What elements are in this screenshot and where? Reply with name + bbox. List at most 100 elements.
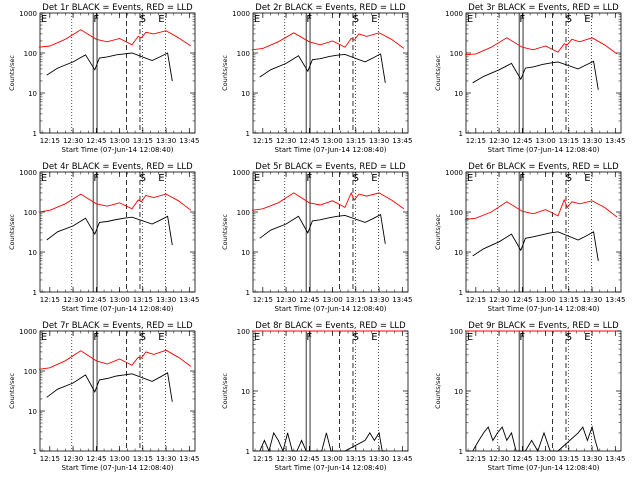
flag-label: E (584, 14, 590, 25)
x-tick-label: 12:45 (86, 137, 106, 145)
detector-panel: Det 4r BLACK = Events, RED = LLD Counts/s… (8, 162, 199, 313)
detector-panel: Det 2r BLACK = Events, RED = LLD Counts/s… (221, 3, 412, 154)
events-series-line (46, 215, 173, 246)
panel-title: Det 6r BLACK = Events, RED = LLD (468, 162, 619, 172)
x-tick-label: 12:45 (299, 137, 319, 145)
y-tick-label: 1 (459, 448, 463, 456)
x-tick-label: 13:15 (559, 137, 579, 145)
x-tick-label: 13:15 (346, 137, 366, 145)
plot-frame (39, 330, 196, 452)
x-tick-label: 13:15 (133, 137, 153, 145)
x-tick-label: 13:30 (156, 137, 176, 145)
x-tick-label: 13:00 (322, 455, 342, 463)
events-series-line (259, 431, 386, 453)
x-tick-label: 13:30 (582, 137, 602, 145)
x-tick-label: 13:45 (392, 296, 412, 304)
flag-label: S (140, 332, 146, 343)
flag-label: E (371, 14, 377, 25)
y-axis-label: Counts/sec (434, 214, 442, 250)
x-tick-label: 12:15 (253, 296, 273, 304)
lld-series-line (464, 37, 618, 56)
y-tick-label: 100 (450, 209, 463, 217)
plot-frame (252, 12, 409, 134)
x-tick-label: 12:45 (299, 455, 319, 463)
flag-label: F (519, 14, 525, 25)
y-axis-label: Counts/sec (8, 373, 16, 409)
panel-title: Det 5r BLACK = Events, RED = LLD (255, 162, 406, 172)
flag-label: E (158, 14, 164, 25)
y-axis-label: Counts/sec (434, 55, 442, 91)
x-tick-label: 13:30 (582, 455, 602, 463)
flag-label: E (467, 332, 473, 343)
y-tick-label: 1000 (19, 10, 37, 18)
x-tick-label: 12:45 (512, 137, 532, 145)
flag-label: F (306, 332, 312, 343)
x-tick-label: 13:00 (322, 296, 342, 304)
plot-frame (252, 330, 409, 452)
plot-frame (252, 171, 409, 293)
x-tick-label: 13:00 (322, 137, 342, 145)
flag-label: E (41, 14, 47, 25)
x-tick-label: 12:15 (466, 296, 486, 304)
y-tick-label: 10 (454, 388, 463, 396)
x-tick-label: 12:45 (299, 296, 319, 304)
y-tick-label: 100 (237, 209, 250, 217)
x-axis-label: Start Time (07-Jun-14 12:08:40) (62, 464, 174, 472)
x-axis-label: Start Time (07-Jun-14 12:08:40) (62, 305, 174, 313)
y-tick-label: 1 (246, 130, 250, 138)
y-tick-label: 1 (33, 289, 37, 297)
x-tick-label: 13:45 (179, 137, 199, 145)
y-tick-label: 1000 (232, 10, 250, 18)
panel-title: Det 4r BLACK = Events, RED = LLD (42, 162, 193, 172)
x-tick-label: 12:15 (40, 296, 60, 304)
detector-panel: Det 9r BLACK = Events, RED = LLD Counts/s… (434, 321, 625, 472)
flag-label: S (140, 173, 146, 184)
y-tick-label: 100 (450, 328, 463, 336)
x-axis-label: Start Time (07-Jun-14 12:08:40) (62, 146, 174, 154)
y-tick-label: 1000 (445, 169, 463, 177)
panel-title: Det 8r BLACK = Events, RED = LLD (255, 321, 406, 331)
flag-label: E (584, 332, 590, 343)
y-tick-label: 10 (28, 408, 37, 416)
events-series-line (472, 425, 599, 453)
flag-label: F (519, 332, 525, 343)
flag-label: E (41, 332, 47, 343)
x-tick-label: 12:45 (86, 296, 106, 304)
panel-title: Det 3r BLACK = Events, RED = LLD (468, 3, 619, 13)
x-tick-label: 12:15 (40, 137, 60, 145)
x-axis-label: Start Time (07-Jun-14 12:08:40) (488, 305, 600, 313)
x-tick-label: 13:45 (179, 455, 199, 463)
flag-label: S (566, 332, 572, 343)
lld-series-line (251, 191, 405, 211)
x-tick-label: 12:30 (276, 296, 296, 304)
y-tick-label: 100 (237, 50, 250, 58)
panel-title: Det 9r BLACK = Events, RED = LLD (468, 321, 619, 331)
flag-label: E (41, 173, 47, 184)
panel-title: Det 1r BLACK = Events, RED = LLD (42, 3, 193, 13)
x-tick-label: 12:30 (63, 296, 83, 304)
plot-frame (465, 171, 622, 293)
x-tick-label: 13:00 (109, 137, 129, 145)
flag-label: S (353, 332, 359, 343)
y-tick-label: 10 (241, 388, 250, 396)
y-tick-label: 1000 (19, 328, 37, 336)
x-tick-label: 13:15 (133, 296, 153, 304)
flag-label: F (93, 14, 99, 25)
x-tick-label: 13:00 (535, 296, 555, 304)
x-tick-label: 12:45 (512, 455, 532, 463)
panel-title: Det 7r BLACK = Events, RED = LLD (42, 321, 193, 331)
x-tick-label: 12:15 (40, 455, 60, 463)
y-tick-label: 1 (459, 130, 463, 138)
x-tick-label: 12:30 (276, 137, 296, 145)
y-tick-label: 10 (28, 90, 37, 98)
x-tick-label: 12:30 (489, 296, 509, 304)
x-tick-label: 12:45 (86, 455, 106, 463)
flag-label: F (93, 332, 99, 343)
y-tick-label: 100 (24, 209, 37, 217)
x-tick-label: 13:00 (109, 455, 129, 463)
x-tick-label: 12:15 (253, 137, 273, 145)
y-tick-label: 100 (24, 50, 37, 58)
x-tick-label: 13:45 (605, 137, 625, 145)
plot-frame (465, 12, 622, 134)
x-tick-label: 13:00 (109, 296, 129, 304)
